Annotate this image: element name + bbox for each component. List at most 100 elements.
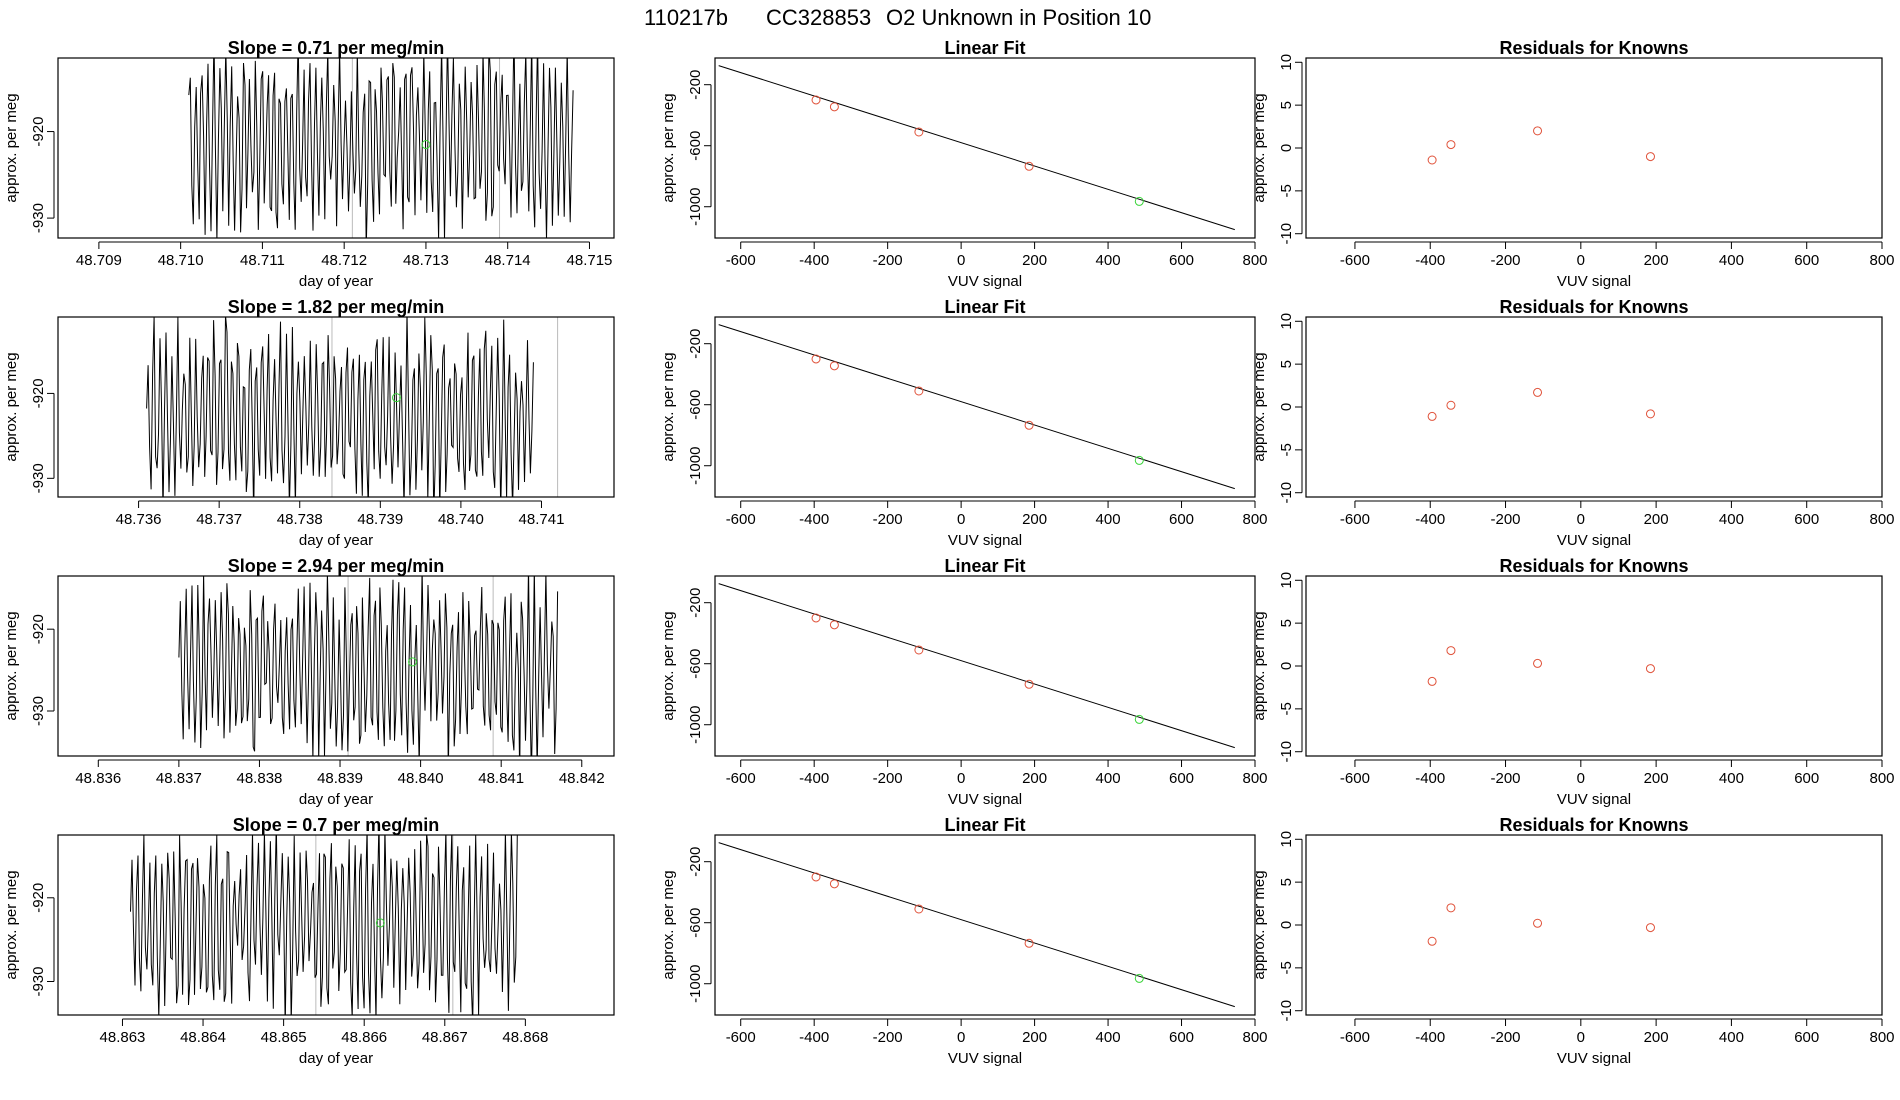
- linear-fit-y-tick-label: -1000: [687, 965, 704, 1003]
- timeseries-x-tick-label: 48.736: [116, 511, 162, 528]
- fit-line: [718, 324, 1235, 490]
- residuals-y-tick-label: 0: [1278, 403, 1295, 411]
- linear-fit-frame: [714, 316, 1256, 498]
- linear-fit-x-tick-label: 800: [1242, 770, 1267, 787]
- timeseries-x-tick-label: 48.709: [76, 252, 122, 269]
- unknown-point: [375, 918, 385, 928]
- linear-fit-title: Linear Fit: [944, 556, 1025, 576]
- timeseries-y-tick-label: -930: [30, 966, 47, 996]
- known-point: [811, 872, 821, 882]
- linear-fit-frame: [714, 575, 1256, 757]
- linear-fit-y-tick-label: -600: [687, 390, 704, 420]
- residuals-x-tick-label: 400: [1719, 252, 1744, 269]
- residual-point: [1446, 140, 1456, 150]
- timeseries-panel-2: 48.736 48.737 48.738 48.739 48.740 48.741 -920…: [3, 297, 615, 549]
- residuals-y-tick-label: 5: [1278, 878, 1295, 886]
- linear-fit-x-tick-label: 0: [957, 770, 965, 787]
- residuals-x-tick-label: 400: [1719, 770, 1744, 787]
- residuals-x-tick-label: 0: [1577, 770, 1585, 787]
- timeseries-title: Slope = 0.7 per meg/min: [233, 815, 440, 835]
- timeseries-title: Slope = 2.94 per meg/min: [228, 556, 445, 576]
- residuals-x-tick-label: 0: [1577, 252, 1585, 269]
- linear-fit-x-tick-label: 0: [957, 1029, 965, 1046]
- linear-fit-xlabel: VUV signal: [948, 532, 1022, 549]
- linear-fit-x-tick-label: 200: [1022, 511, 1047, 528]
- linear-fit-x-tick-label: 800: [1242, 511, 1267, 528]
- residuals-x-tick-label: 0: [1577, 511, 1585, 528]
- linear-fit-x-tick-label: -400: [799, 770, 829, 787]
- timeseries-y-tick-label: -920: [30, 614, 47, 644]
- residuals-x-tick-label: -400: [1415, 252, 1445, 269]
- linear-fit-panel-4: -600 -400 -200 0 200 400 600 800 -200 -600 -1000 Li…: [660, 815, 1268, 1067]
- linear-fit-y-tick-label: -200: [687, 329, 704, 359]
- residuals-x-tick-label: -600: [1340, 770, 1370, 787]
- timeseries-y-tick-label: -930: [30, 696, 47, 726]
- residual-point: [1427, 411, 1437, 421]
- residuals-y-tick-label: -5: [1278, 702, 1295, 715]
- timeseries-x-tick-label: 48.711: [240, 252, 285, 269]
- timeseries-panel-1: 48.709 48.710 48.711 48.712 48.713 48.714 48.7…: [3, 38, 615, 290]
- known-point: [914, 904, 924, 914]
- timeseries-trace: [130, 835, 518, 1015]
- timeseries-x-tick-label: 48.741: [519, 511, 565, 528]
- timeseries-xlabel: day of year: [299, 1050, 373, 1067]
- residuals-xlabel: VUV signal: [1557, 532, 1631, 549]
- linear-fit-ylabel: approx. per meg: [660, 352, 677, 461]
- unknown-point: [421, 140, 431, 150]
- residuals-y-tick-label: 0: [1278, 921, 1295, 929]
- residuals-panel-1: -600 -400 -200 0 200 400 600 800 -10 -5 0 5 10 Residu…: [1251, 38, 1895, 290]
- linear-fit-title: Linear Fit: [944, 297, 1025, 317]
- residuals-y-tick-label: -5: [1278, 184, 1295, 197]
- linear-fit-x-tick-label: 800: [1242, 252, 1267, 269]
- linear-fit-y-tick-label: -600: [687, 908, 704, 938]
- timeseries-plot-area: [146, 317, 559, 497]
- timeseries-y-tick-label: -930: [30, 463, 47, 493]
- residuals-x-tick-label: -200: [1491, 511, 1521, 528]
- timeseries-title: Slope = 1.82 per meg/min: [228, 297, 445, 317]
- residuals-x-tick-label: 600: [1794, 770, 1819, 787]
- timeseries-x-tick-label: 48.837: [156, 770, 202, 787]
- residuals-ylabel: approx. per meg: [1251, 352, 1268, 461]
- linear-fit-panel-2: -600 -400 -200 0 200 400 600 800 -200 -600 -1000 Li…: [660, 297, 1268, 549]
- fit-line: [718, 65, 1235, 231]
- known-point: [914, 386, 924, 396]
- timeseries-x-tick-label: 48.842: [559, 770, 605, 787]
- linear-fit-y-tick-label: -200: [687, 847, 704, 877]
- known-point: [811, 354, 821, 364]
- fit-line: [718, 583, 1235, 749]
- residuals-frame: [1305, 57, 1883, 239]
- residuals-x-tick-label: 600: [1794, 511, 1819, 528]
- linear-fit-y-tick-label: -200: [687, 588, 704, 618]
- timeseries-x-tick-label: 48.715: [567, 252, 613, 269]
- residual-point: [1446, 646, 1456, 656]
- residuals-x-tick-label: 600: [1794, 1029, 1819, 1046]
- timeseries-y-tick-label: -920: [30, 117, 47, 147]
- residuals-y-tick-label: 10: [1278, 572, 1295, 589]
- timeseries-x-tick-label: 48.866: [341, 1029, 387, 1046]
- residuals-x-tick-label: -600: [1340, 252, 1370, 269]
- residual-point: [1533, 387, 1543, 397]
- timeseries-x-tick-label: 48.740: [438, 511, 484, 528]
- residuals-y-tick-label: 5: [1278, 101, 1295, 109]
- timeseries-x-tick-label: 48.713: [403, 252, 449, 269]
- linear-fit-x-tick-label: 200: [1022, 252, 1047, 269]
- timeseries-plot-area: [130, 835, 518, 1015]
- timeseries-ylabel: approx. per meg: [3, 352, 20, 461]
- residuals-y-tick-label: -5: [1278, 961, 1295, 974]
- linear-fit-y-tick-label: -1000: [687, 706, 704, 744]
- residuals-x-tick-label: 800: [1869, 1029, 1894, 1046]
- known-point: [811, 95, 821, 105]
- timeseries-frame: [57, 834, 615, 1016]
- residuals-x-tick-label: 800: [1869, 252, 1894, 269]
- residuals-title: Residuals for Knowns: [1499, 556, 1688, 576]
- timeseries-y-tick-label: -930: [30, 203, 47, 233]
- residuals-y-tick-label: 5: [1278, 619, 1295, 627]
- timeseries-x-tick-label: 48.737: [196, 511, 242, 528]
- residuals-frame: [1305, 575, 1883, 757]
- timeseries-x-tick-label: 48.840: [398, 770, 444, 787]
- timeseries-x-tick-label: 48.710: [158, 252, 204, 269]
- residuals-title: Residuals for Knowns: [1499, 815, 1688, 835]
- timeseries-ylabel: approx. per meg: [3, 93, 20, 202]
- linear-fit-frame: [714, 57, 1256, 239]
- linear-fit-x-tick-label: 600: [1169, 770, 1194, 787]
